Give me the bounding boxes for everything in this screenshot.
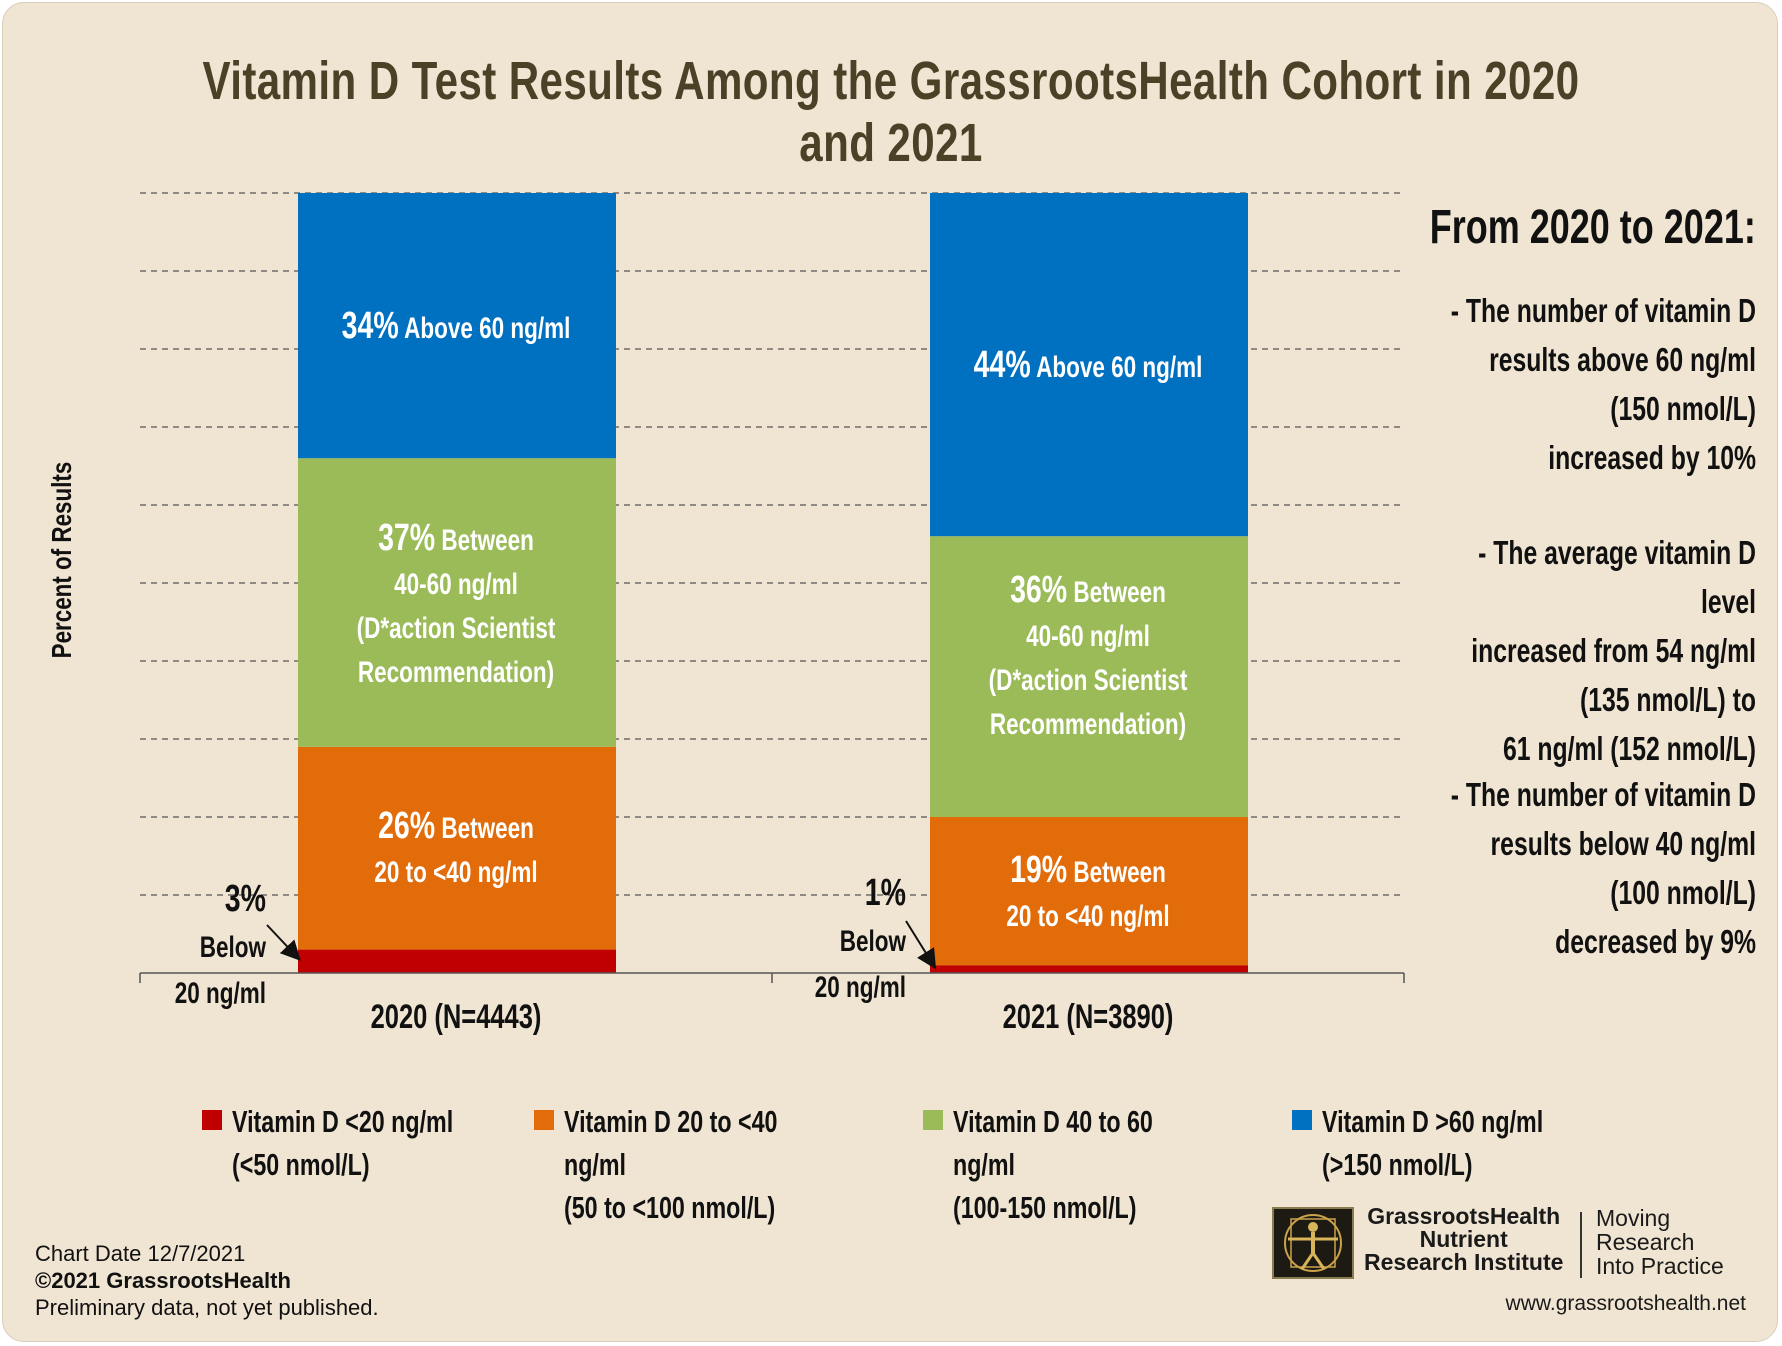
vitruvian-logo-icon <box>1272 1207 1354 1279</box>
label-2021-40to60: 36% Between 40-60 ng/ml (D*action Scient… <box>988 569 1188 741</box>
legend-swatch <box>202 1110 222 1130</box>
label-2021-below20: 1% Below 20 ng/ml <box>814 872 906 1004</box>
logo-name: GrassrootsHealth Nutrient Research Insti… <box>1364 1203 1564 1275</box>
legend-swatch <box>1292 1110 1312 1130</box>
bar-segment-1-3 <box>930 193 1248 537</box>
pointer-arrow-2021 <box>905 920 937 970</box>
legend-swatch <box>534 1110 554 1130</box>
summary-heading: From 2020 to 2021: <box>1429 201 1756 254</box>
bar-segment-0-1 <box>298 746 616 950</box>
legend-item-40to60: Vitamin D 40 to 60 ng/ml (100-150 nmol/L… <box>923 1100 1283 1229</box>
label-2021-above60: 44% Above 60 ng/ml <box>973 344 1203 386</box>
pointer-arrow-2020 <box>266 924 301 961</box>
logo-divider <box>1580 1212 1582 1278</box>
website-url: www.grassrootshealth.net <box>1505 1292 1746 1315</box>
label-2020-above60: 34% Above 60 ng/ml <box>341 305 571 347</box>
summary-point-3: - The number of vitamin D results below … <box>1450 776 1756 960</box>
footer-note: Preliminary data, not yet published. <box>35 1295 379 1320</box>
logo-tagline: Moving Research Into Practice <box>1596 1205 1724 1279</box>
bar-segment-0-2 <box>298 458 616 747</box>
legend-swatch <box>923 1110 943 1130</box>
legend-item-above60: Vitamin D >60 ng/ml (>150 nmol/L) <box>1292 1100 1652 1186</box>
label-2021-20to40: 19% Between 20 to <40 ng/ml <box>1006 849 1170 933</box>
label-2020-below20: 3% Below 20 ng/ml <box>174 878 266 1010</box>
label-2020-40to60: 37% Between 40-60 ng/ml (D*action Scient… <box>356 517 556 689</box>
chart-title: Vitamin D Test Results Among the Grassro… <box>202 51 1580 173</box>
x-tick-label-2021: 2021 (N=3890) <box>1002 998 1174 1036</box>
copyright: ©2021 GrassrootsHealth <box>35 1268 291 1293</box>
legend-item-20to40: Vitamin D 20 to <40 ng/ml (50 to <100 nm… <box>534 1100 894 1229</box>
bar-segment-0-0 <box>298 949 616 973</box>
legend-item-below20: Vitamin D <20 ng/ml (<50 nmol/L) <box>202 1100 562 1186</box>
summary-point-1: - The number of vitamin D results above … <box>1450 292 1756 476</box>
bar-segment-1-1 <box>930 817 1248 966</box>
bar-segment-1-0 <box>930 965 1248 973</box>
label-2020-20to40: 26% Between 20 to <40 ng/ml <box>374 805 538 889</box>
bar-segment-1-2 <box>930 536 1248 817</box>
bar-segment-0-3 <box>298 193 616 459</box>
x-tick-label-2020: 2020 (N=4443) <box>370 998 542 1036</box>
y-axis-label: Percent of Results <box>46 461 77 659</box>
footer: Chart Date 12/7/2021 ©2021 GrassrootsHea… <box>35 1240 379 1321</box>
chart-date: Chart Date 12/7/2021 <box>35 1241 246 1266</box>
summary-point-2: - The average vitamin D level increased … <box>1471 534 1756 767</box>
